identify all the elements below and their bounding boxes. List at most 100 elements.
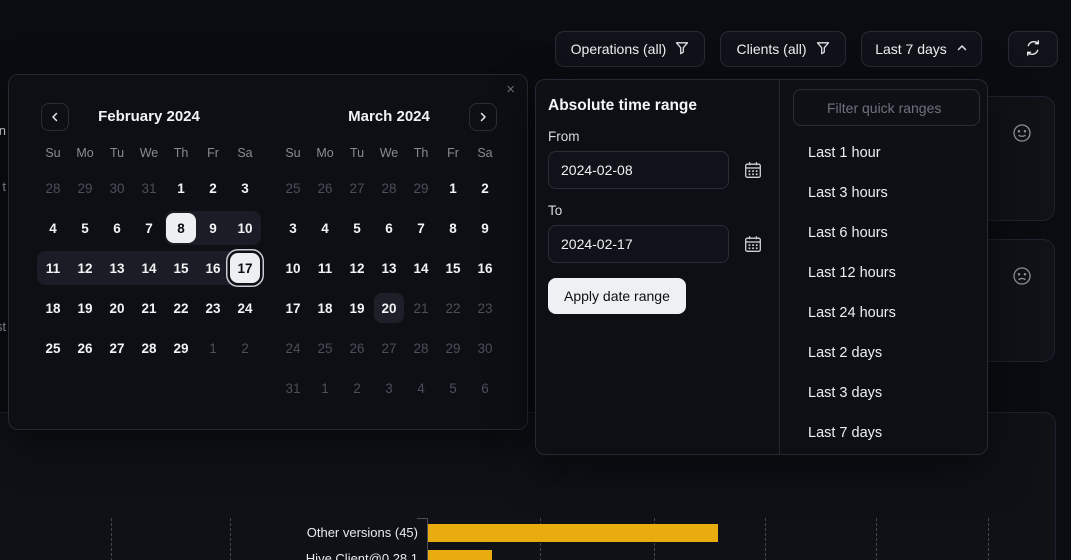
- calendar-day[interactable]: 14: [413, 260, 429, 276]
- calendar-day[interactable]: 7: [145, 220, 153, 236]
- calendar-day[interactable]: 19: [77, 300, 93, 316]
- calendar-day[interactable]: 4: [49, 220, 57, 236]
- calendar-day: 30: [477, 340, 493, 356]
- day-grid: 25 26 27 28 29 1 2 3 4 5 6 7 8 9 10 11 12 13 14 15 16 17 18 19 2…: [277, 168, 501, 408]
- calendar-day: 24: [285, 340, 301, 356]
- calendar-day[interactable]: 20: [373, 288, 405, 328]
- chevron-left-icon: [52, 112, 58, 122]
- calendar-day[interactable]: 27: [109, 340, 125, 356]
- chevron-right-icon: [480, 112, 486, 122]
- calendar-day: 28: [45, 180, 61, 196]
- calendar-day[interactable]: 18: [45, 300, 61, 316]
- calendar-day[interactable]: 26: [77, 340, 93, 356]
- time-panel-title: Absolute time range: [548, 97, 697, 114]
- calendar-day[interactable]: 15: [165, 248, 197, 288]
- chart-axis-tick: [417, 518, 427, 519]
- calendar-day[interactable]: 22: [173, 300, 189, 316]
- calendar-day[interactable]: 4: [321, 220, 329, 236]
- quick-range-item[interactable]: Last 12 hours: [808, 265, 896, 281]
- to-label: To: [548, 203, 563, 218]
- calendar-day[interactable]: 9: [481, 220, 489, 236]
- calendar-day[interactable]: 3: [289, 220, 297, 236]
- calendar-day: 31: [285, 380, 301, 396]
- weekday-label: Tu: [349, 146, 365, 160]
- calendar-day: 1: [321, 380, 329, 396]
- calendar-day[interactable]: 11: [317, 260, 333, 276]
- quick-range-item[interactable]: Last 3 days: [808, 385, 883, 401]
- quick-range-item[interactable]: Last 7 days: [808, 425, 883, 441]
- calendar-day[interactable]: 23: [205, 300, 221, 316]
- calendar-day[interactable]: 25: [45, 340, 61, 356]
- to-calendar-icon[interactable]: [742, 234, 764, 256]
- calendar-day[interactable]: 17: [229, 248, 261, 288]
- calendar-day[interactable]: 1: [177, 180, 185, 196]
- calendar-day[interactable]: 17: [285, 300, 301, 316]
- clients-filter-button[interactable]: Clients (all): [720, 31, 846, 67]
- calendar-day[interactable]: 1: [449, 180, 457, 196]
- calendar-day[interactable]: 12: [69, 248, 101, 288]
- calendar-day[interactable]: 6: [385, 220, 393, 236]
- calendar-day[interactable]: 10: [229, 208, 261, 248]
- calendar-day[interactable]: 13: [381, 260, 397, 276]
- calendar-day[interactable]: 3: [241, 180, 249, 196]
- from-date-input[interactable]: [548, 151, 729, 189]
- time-range-dropdown-button[interactable]: Last 7 days: [861, 31, 982, 67]
- calendar-day: 29: [445, 340, 461, 356]
- calendar-day[interactable]: 14: [133, 248, 165, 288]
- calendar-day[interactable]: 2: [481, 180, 489, 196]
- previous-month-button[interactable]: [41, 103, 69, 131]
- weekday-label: Sa: [237, 146, 253, 160]
- calendar-day[interactable]: 10: [285, 260, 301, 276]
- calendar-day: 31: [141, 180, 157, 196]
- calendar-day[interactable]: 16: [477, 260, 493, 276]
- calendar-day[interactable]: 19: [349, 300, 365, 316]
- calendar-day[interactable]: 18: [317, 300, 333, 316]
- calendar-day[interactable]: 13: [101, 248, 133, 288]
- edge-text-fragment: st: [0, 319, 6, 334]
- from-label: From: [548, 129, 580, 144]
- filter-quick-ranges-input[interactable]: [793, 89, 980, 126]
- calendar-day[interactable]: 20: [109, 300, 125, 316]
- calendar-day[interactable]: 21: [141, 300, 157, 316]
- calendar-day[interactable]: 16: [197, 248, 229, 288]
- calendar-day[interactable]: 7: [417, 220, 425, 236]
- gridline: [988, 518, 989, 560]
- calendar-day[interactable]: 2: [209, 180, 217, 196]
- calendar-day[interactable]: 15: [445, 260, 461, 276]
- calendar-day[interactable]: 6: [113, 220, 121, 236]
- quick-range-item[interactable]: Last 3 hours: [808, 185, 888, 201]
- calendar-day[interactable]: 9: [197, 208, 229, 248]
- weekday-label: Mo: [316, 146, 334, 160]
- next-month-button[interactable]: [469, 103, 497, 131]
- from-calendar-icon[interactable]: [742, 160, 764, 182]
- calendar-day[interactable]: 8: [449, 220, 457, 236]
- calendar-day[interactable]: 11: [37, 248, 69, 288]
- calendar-day[interactable]: 24: [237, 300, 253, 316]
- calendar-day[interactable]: 5: [353, 220, 361, 236]
- operations-filter-button[interactable]: Operations (all): [555, 31, 705, 67]
- quick-range-item[interactable]: Last 24 hours: [808, 305, 896, 321]
- calendar-month-february: February 2024 Su Mo Tu We Th Fr Sa 28 29 30 31 1 2 3…: [37, 103, 261, 368]
- chevron-up-icon: [956, 41, 968, 57]
- calendar-day: 2: [353, 380, 361, 396]
- filter-funnel-icon: [816, 41, 830, 58]
- calendar-day: 28: [381, 180, 397, 196]
- gridline: [230, 518, 231, 560]
- frowny-face-icon: [1012, 266, 1032, 291]
- calendar-day: 6: [481, 380, 489, 396]
- calendar-day[interactable]: 29: [173, 340, 189, 356]
- calendar-day[interactable]: 12: [349, 260, 365, 276]
- quick-range-item[interactable]: Last 6 hours: [808, 225, 888, 241]
- quick-range-item[interactable]: Last 1 hour: [808, 145, 881, 161]
- to-date-input[interactable]: [548, 225, 729, 263]
- calendar-day[interactable]: 28: [141, 340, 157, 356]
- calendar-day: 27: [381, 340, 397, 356]
- close-icon[interactable]: ×: [506, 81, 515, 98]
- calendar-day[interactable]: 5: [81, 220, 89, 236]
- panel-divider: [779, 80, 780, 454]
- weekday-label: Th: [413, 146, 429, 160]
- refresh-button[interactable]: [1008, 31, 1058, 67]
- quick-range-item[interactable]: Last 2 days: [808, 345, 883, 361]
- calendar-day[interactable]: 8: [165, 208, 197, 248]
- apply-date-range-button[interactable]: Apply date range: [548, 278, 686, 314]
